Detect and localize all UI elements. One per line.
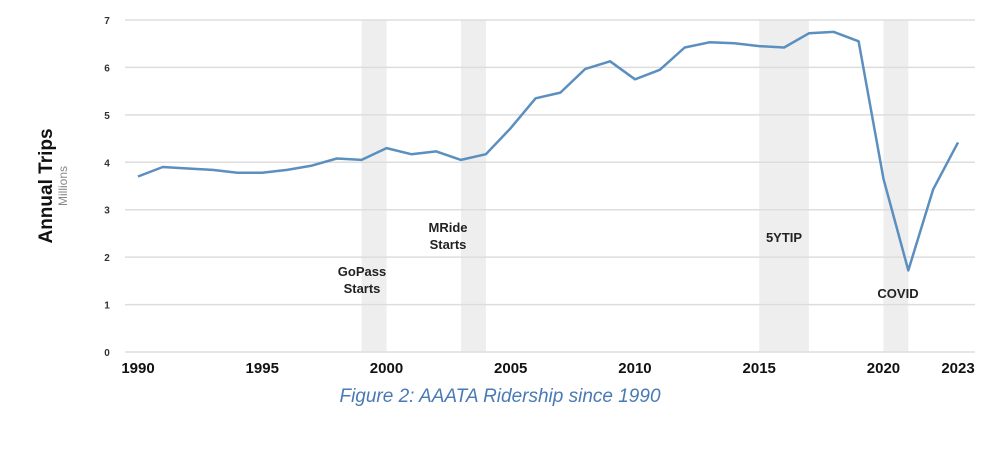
- figure-caption: Figure 2: AAATA Ridership since 1990: [339, 386, 661, 407]
- annotation-label: 5YTIP: [766, 230, 802, 245]
- y-tick-label: 1: [104, 301, 110, 312]
- annotation-label: Starts: [430, 237, 467, 252]
- ridership-line: [137, 30, 960, 272]
- y-tick-label: 5: [104, 111, 110, 122]
- x-tick-label: 2020: [867, 360, 900, 377]
- y-tick-label: 2: [104, 253, 110, 264]
- y-axis-title: Annual Trips: [36, 128, 57, 243]
- y-tick-label: 6: [104, 63, 110, 74]
- annotation-label: Starts: [344, 281, 381, 296]
- x-tick-label: 2023: [941, 360, 974, 377]
- x-tick-label: 1995: [246, 360, 279, 377]
- y-axis-ticks: 0 1 2 3 4 5 6 7: [104, 16, 110, 359]
- x-tick-label: 1990: [121, 360, 154, 377]
- x-tick-label: 2005: [494, 360, 527, 377]
- annotation-band: [883, 20, 909, 352]
- annotation-bands: [361, 20, 909, 352]
- y-axis-unit: Millions: [56, 166, 70, 206]
- annotation-band: [759, 20, 809, 352]
- annotation-band: [361, 20, 387, 352]
- y-tick-label: 0: [104, 348, 110, 359]
- x-axis-ticks: 1990 1995 2000 2005 2010 2015 2020 2023: [121, 360, 974, 377]
- annotation-label: MRide: [429, 220, 468, 235]
- x-tick-label: 2015: [743, 360, 776, 377]
- x-tick-label: 2010: [618, 360, 651, 377]
- gridlines: [125, 19, 975, 353]
- x-tick-label: 2000: [370, 360, 403, 377]
- series-lines: [137, 30, 960, 272]
- y-tick-label: 4: [104, 158, 110, 169]
- annotation-band: [461, 20, 486, 352]
- annotation-labels: GoPass Starts MRide Starts 5YTIP COVID: [338, 220, 919, 301]
- y-tick-label: 3: [104, 206, 110, 217]
- y-tick-label: 7: [104, 16, 110, 27]
- annotation-label: COVID: [877, 286, 918, 301]
- annotation-label: GoPass: [338, 264, 386, 279]
